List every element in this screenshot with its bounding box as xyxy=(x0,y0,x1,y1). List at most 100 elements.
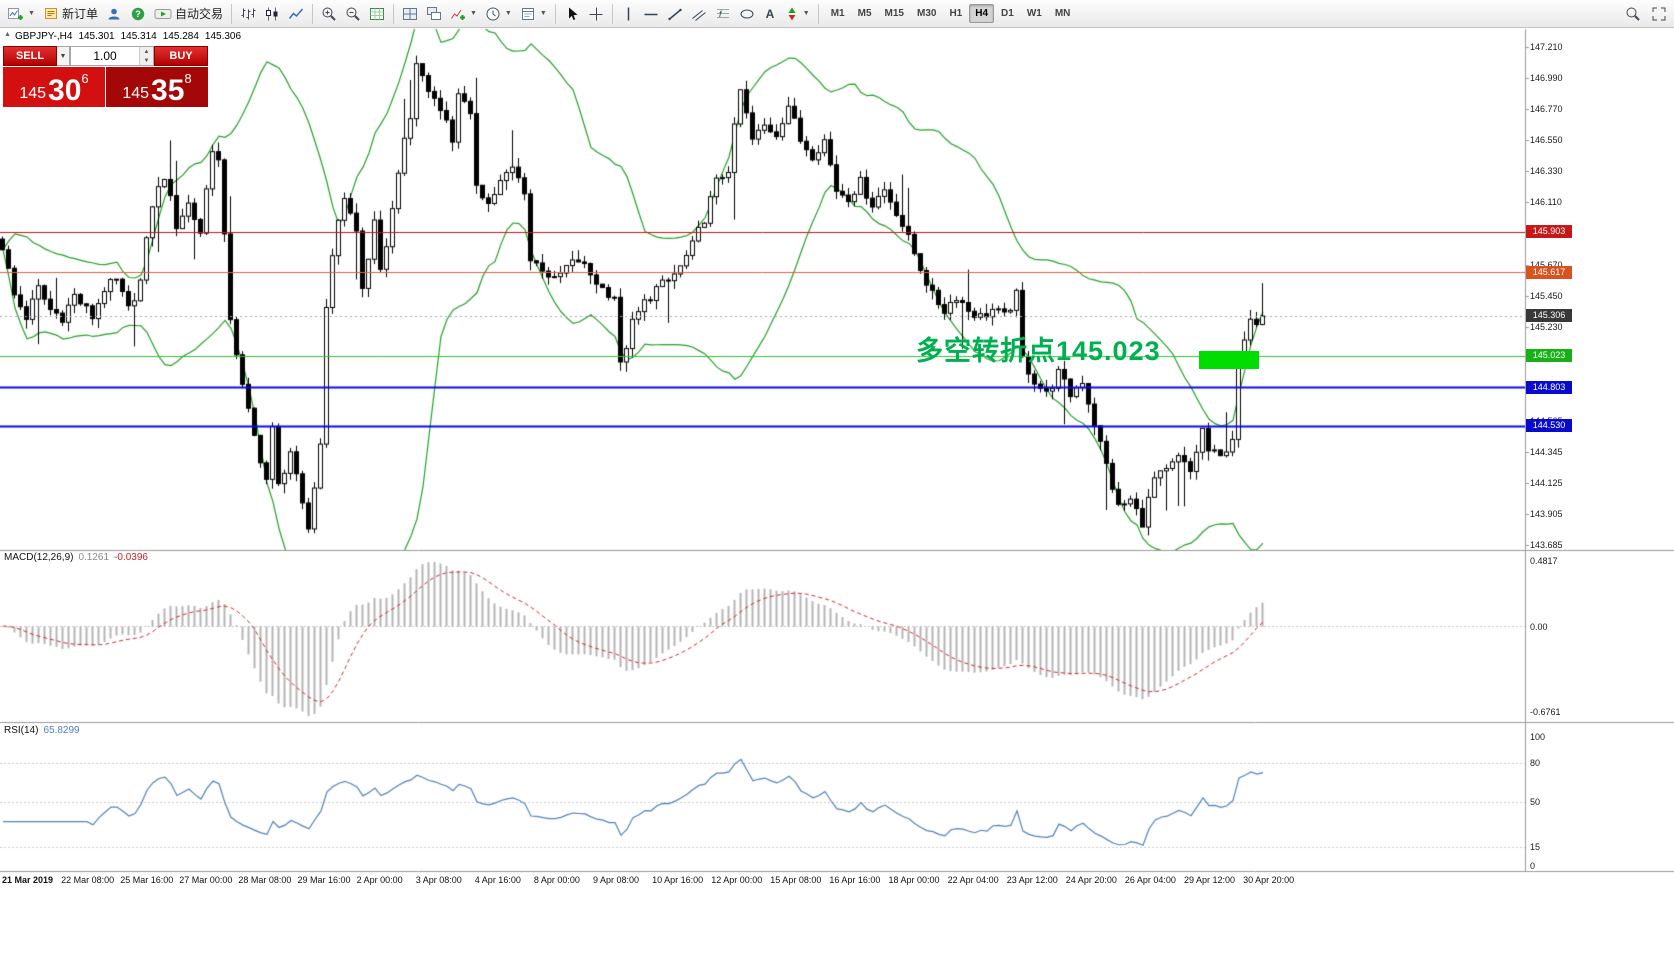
horizontal-line-button[interactable] xyxy=(639,1,663,27)
vertical-line-icon xyxy=(621,6,635,22)
search-icon xyxy=(1625,6,1641,22)
buy-button[interactable]: BUY xyxy=(154,46,208,66)
buy-price-display[interactable]: 145 35 8 xyxy=(106,67,208,107)
question-icon: ? xyxy=(130,6,146,22)
shapes-button[interactable] xyxy=(735,1,759,27)
zoom-in-icon xyxy=(321,6,337,22)
sell-price-base: 145 xyxy=(19,85,47,102)
horizontal-line-icon xyxy=(643,6,659,22)
cascade-windows-button[interactable] xyxy=(422,1,446,27)
chevron-down-icon: ▼ xyxy=(469,10,477,17)
spinner-down-icon[interactable]: ▼ xyxy=(140,56,153,65)
panel-collapse-icon[interactable]: ▲ xyxy=(4,31,11,38)
channel-button[interactable] xyxy=(687,1,711,27)
buy-price-big: 35 xyxy=(151,74,185,107)
chevron-down-icon: ▼ xyxy=(504,10,512,17)
arrows-icon xyxy=(785,6,799,22)
macd-name: MACD(12,26,9) xyxy=(4,552,74,563)
symbol-search-button[interactable] xyxy=(1621,1,1645,27)
trendline-button[interactable] xyxy=(663,1,687,27)
new-chart-button[interactable]: ▼ xyxy=(3,1,39,27)
tile-windows-button[interactable] xyxy=(398,1,422,27)
template-icon xyxy=(520,6,536,22)
cascade-windows-icon xyxy=(426,6,442,22)
volume-dropdown-button[interactable]: ▼ xyxy=(57,46,70,66)
high-price: 145.314 xyxy=(120,31,157,42)
timeframe-button-w1[interactable]: W1 xyxy=(1026,8,1042,19)
timeframe-button-d1[interactable]: D1 xyxy=(1001,8,1014,19)
text-button[interactable]: A xyxy=(759,1,781,27)
clock-icon xyxy=(485,6,501,22)
zoom-out-icon xyxy=(345,6,361,22)
timeframe-toolbar: M1 M5 M15 M30 H1 H4 D1 W1 MN xyxy=(825,4,1077,23)
help-button[interactable]: ? xyxy=(126,1,150,27)
vertical-line-button[interactable] xyxy=(617,1,639,27)
cursor-button[interactable] xyxy=(560,1,584,27)
timeframe-button-m30[interactable]: M30 xyxy=(916,8,937,19)
svg-text:f: f xyxy=(719,9,723,19)
indicators-icon xyxy=(450,6,466,22)
trendline-icon xyxy=(667,6,683,22)
new-order-icon xyxy=(43,6,59,22)
timeframe-button-h4[interactable]: H4 xyxy=(969,4,995,23)
community-button[interactable] xyxy=(102,1,126,27)
person-icon xyxy=(106,6,122,22)
chevron-down-icon: ▼ xyxy=(802,10,810,17)
channel-icon xyxy=(691,6,707,22)
macd-value-main: 0.1261 xyxy=(78,552,110,563)
symbol-info-bar: GBPJPY-,H4 145.301 145.314 145.284 145.3… xyxy=(15,31,241,42)
expand-icon xyxy=(1651,6,1667,22)
timeframe-button-m15[interactable]: M15 xyxy=(884,8,904,19)
chart-symbol-period: GBPJPY-,H4 xyxy=(15,31,73,42)
new-order-label: 新订单 xyxy=(61,7,98,21)
text-icon: A xyxy=(763,6,777,22)
templates-button[interactable]: ▼ xyxy=(516,1,551,27)
low-price: 145.284 xyxy=(162,31,199,42)
new-chart-icon xyxy=(7,6,24,22)
spinner-up-icon[interactable]: ▲ xyxy=(140,47,153,56)
timeframe-button-h1[interactable]: H1 xyxy=(949,8,963,19)
periods-button[interactable]: ▼ xyxy=(481,1,516,27)
volume-field: ▲▼ xyxy=(70,46,154,66)
arrows-button[interactable]: ▼ xyxy=(781,1,814,27)
tile-windows-icon xyxy=(402,6,418,22)
volume-input[interactable] xyxy=(71,47,139,65)
toolbar-separator xyxy=(817,3,819,24)
rsi-name: RSI(14) xyxy=(4,725,39,736)
indicators-button[interactable]: ▼ xyxy=(446,1,481,27)
zoom-out-button[interactable] xyxy=(341,1,365,27)
bars-chart-button[interactable] xyxy=(236,1,260,27)
toolbar-separator xyxy=(230,3,232,24)
candlestick-chart-icon xyxy=(264,6,280,22)
fullscreen-button[interactable] xyxy=(1647,1,1671,27)
line-chart-button[interactable] xyxy=(284,1,308,27)
grid-button[interactable] xyxy=(365,1,389,27)
sell-button[interactable]: SELL xyxy=(3,46,57,66)
chevron-down-icon: ▼ xyxy=(28,10,35,17)
chevron-down-icon: ▼ xyxy=(539,10,547,17)
grid-icon xyxy=(369,6,385,22)
main-toolbar: ▼ 新订单 ? 自动交易 ▼ ▼ ▼ f A ▼ M1 M5 M15 M30 H1 H4 D… xyxy=(0,0,1674,28)
volume-spinner[interactable]: ▲ ▼ xyxy=(139,47,153,65)
sell-price-display[interactable]: 145 30 6 xyxy=(3,67,105,107)
macd-value-signal: -0.0396 xyxy=(114,552,148,563)
svg-text:?: ? xyxy=(135,9,141,19)
crosshair-icon xyxy=(588,6,604,22)
zoom-in-button[interactable] xyxy=(317,1,341,27)
macd-indicator-label: MACD(12,26,9) 0.1261 -0.0396 xyxy=(4,552,148,563)
close-price: 145.306 xyxy=(204,31,242,42)
timeframe-button-m5[interactable]: M5 xyxy=(857,8,872,19)
candlestick-chart-button[interactable] xyxy=(260,1,284,27)
rsi-value: 65.8299 xyxy=(43,725,80,736)
sell-price-pip: 6 xyxy=(81,71,89,86)
new-order-button[interactable]: 新订单 xyxy=(39,1,102,27)
chart-annotation: 多空转折点145.023 xyxy=(916,336,1161,366)
autotrading-button[interactable]: 自动交易 xyxy=(150,1,227,27)
fibonacci-button[interactable]: f xyxy=(711,1,735,27)
timeframe-button-m1[interactable]: M1 xyxy=(830,8,845,19)
crosshair-button[interactable] xyxy=(584,1,608,27)
ellipse-icon xyxy=(739,6,755,22)
timeframe-button-mn[interactable]: MN xyxy=(1054,8,1071,19)
